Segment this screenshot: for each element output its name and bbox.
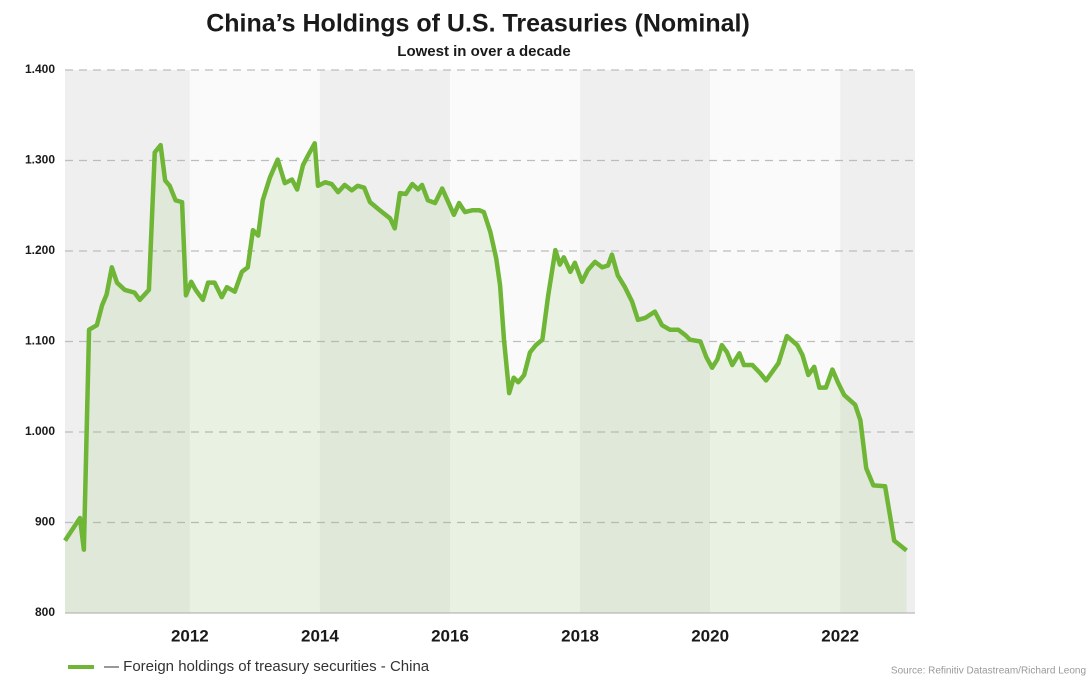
y-tick-label: 800: [35, 605, 55, 619]
area: [65, 143, 907, 613]
chart-title: China’s Holdings of U.S. Treasuries (Nom…: [206, 10, 750, 38]
y-tick-label: 1.200: [25, 243, 55, 257]
y-tick-label: 1.100: [25, 334, 55, 348]
x-tick-label: 2012: [171, 626, 209, 645]
y-tick-label: 1.000: [25, 424, 55, 438]
y-tick-label: 900: [35, 515, 55, 529]
x-tick-label: 2016: [431, 626, 469, 645]
x-tick-label: 2022: [821, 626, 859, 645]
y-tick-label: 1.300: [25, 153, 55, 167]
chart-subtitle: Lowest in over a decade: [397, 43, 570, 60]
legend-label: — Foreign holdings of treasury securitie…: [104, 658, 430, 675]
x-tick-label: 2020: [691, 626, 729, 645]
y-tick-label: 1.400: [25, 62, 55, 76]
background-band: [710, 70, 841, 613]
x-tick-label: 2018: [561, 626, 599, 645]
line: [63, 141, 908, 553]
source-note: Source: Refinitiv Datastream/Richard Leo…: [891, 666, 1086, 677]
background-band: [319, 70, 451, 613]
x-tick-label: 2014: [301, 626, 339, 645]
